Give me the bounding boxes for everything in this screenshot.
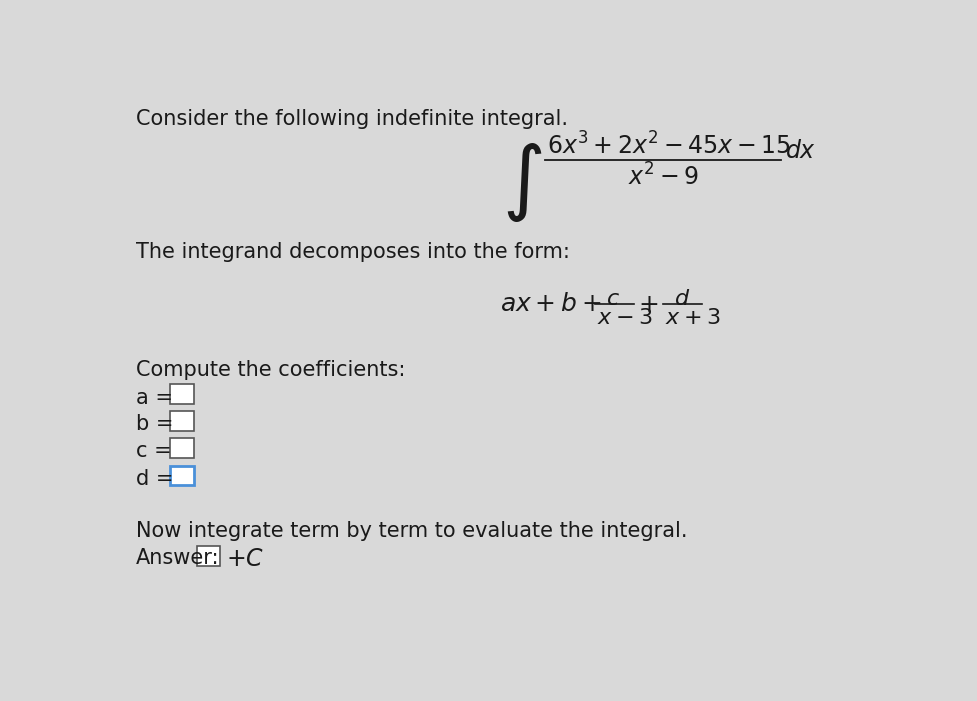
Text: Consider the following indefinite integral.: Consider the following indefinite integr… xyxy=(136,109,568,129)
FancyBboxPatch shape xyxy=(196,546,220,566)
Text: d =: d = xyxy=(136,469,174,489)
Text: $c$: $c$ xyxy=(605,288,619,310)
FancyBboxPatch shape xyxy=(170,438,193,458)
Text: $x^2 - 9$: $x^2 - 9$ xyxy=(627,163,699,191)
Text: $+ C$: $+ C$ xyxy=(226,547,264,571)
Text: $+$: $+$ xyxy=(638,294,658,317)
Text: $dx$: $dx$ xyxy=(785,140,815,163)
FancyBboxPatch shape xyxy=(170,384,193,404)
Text: $x + 3$: $x + 3$ xyxy=(664,306,719,329)
Text: The integrand decomposes into the form:: The integrand decomposes into the form: xyxy=(136,242,570,262)
Text: Answer:: Answer: xyxy=(136,547,220,568)
Text: $6x^3 + 2x^2 - 45x - 15$: $6x^3 + 2x^2 - 45x - 15$ xyxy=(546,132,790,160)
Text: Compute the coefficients:: Compute the coefficients: xyxy=(136,360,405,380)
Text: Now integrate term by term to evaluate the integral.: Now integrate term by term to evaluate t… xyxy=(136,522,687,541)
FancyBboxPatch shape xyxy=(170,411,193,430)
Text: c =: c = xyxy=(136,442,172,461)
FancyBboxPatch shape xyxy=(170,466,193,485)
Text: b =: b = xyxy=(136,414,174,435)
Text: $\int$: $\int$ xyxy=(501,142,542,224)
Text: $ax + b + $: $ax + b + $ xyxy=(500,293,602,315)
Text: $x - 3$: $x - 3$ xyxy=(596,306,652,329)
Text: $d$: $d$ xyxy=(673,288,690,310)
Text: a =: a = xyxy=(136,388,173,407)
